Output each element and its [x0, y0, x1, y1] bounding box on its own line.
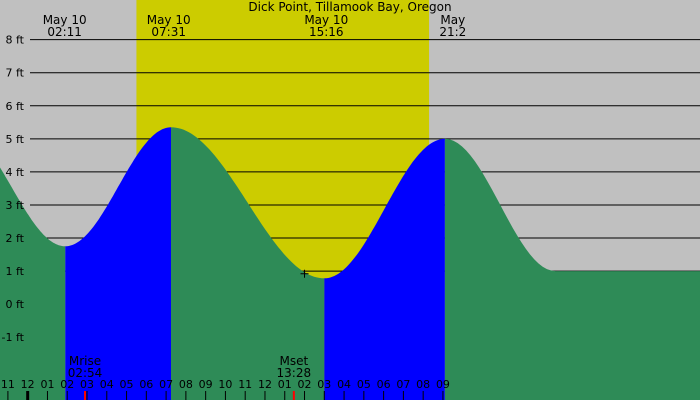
hour-label: 07 [396, 378, 410, 391]
moon-event-time: 13:28 [277, 366, 312, 380]
falling-tide-area [0, 167, 66, 400]
hour-label: 04 [100, 378, 114, 391]
y-tick-label: 2 ft [6, 232, 25, 245]
tide-event-date: May 10 [43, 13, 87, 27]
hour-label: 12 [258, 378, 272, 391]
falling-tide-area [171, 127, 325, 400]
moon-event-label: Mrise [69, 354, 101, 368]
tide-event-date: May 10 [147, 13, 191, 27]
hour-label: 06 [139, 378, 153, 391]
y-tick-label: -1 ft [2, 331, 25, 344]
hour-label: 07 [159, 378, 173, 391]
hour-label: 01 [40, 378, 54, 391]
rising-tide-area [324, 138, 445, 400]
hour-label: 08 [416, 378, 430, 391]
hour-label: 11 [1, 378, 15, 391]
tide-areas [0, 127, 700, 400]
y-tick-label: 1 ft [6, 265, 25, 278]
y-tick-label: 5 ft [6, 133, 25, 146]
hour-label: 09 [436, 378, 450, 391]
y-axis-labels: 8 ft 7 ft 6 ft 5 ft 4 ft 3 ft 2 ft 1 ft 0 ft -1 f… [2, 34, 25, 345]
tide-event-time: 21:2 [439, 25, 466, 39]
hour-label: 02 [60, 378, 74, 391]
tide-event-time: 02:11 [47, 25, 82, 39]
y-tick-label: 8 ft [6, 34, 25, 47]
y-tick-label: 0 ft [6, 298, 25, 311]
hour-label: 08 [179, 378, 193, 391]
hour-label: 03 [80, 378, 94, 391]
tide-event-time: 07:31 [151, 25, 186, 39]
rising-tide-area [65, 127, 171, 400]
hour-label: 05 [120, 378, 134, 391]
hour-label: 09 [199, 378, 213, 391]
falling-tide-area [444, 138, 700, 400]
y-tick-label: 7 ft [6, 67, 25, 80]
hour-label: 01 [278, 378, 292, 391]
tide-event-time: 15:16 [309, 25, 344, 39]
hour-label: 05 [357, 378, 371, 391]
moon-event-time: 02:54 [68, 366, 103, 380]
moon-event-label: Mset [279, 354, 308, 368]
x-axis-hours: 11 12 01 02 03 04 05 06 07 08 09 10 11 12 01 02 03 04 05 06… [1, 378, 450, 400]
chart-title: Dick Point, Tillamook Bay, Oregon [248, 0, 451, 14]
hour-label: 02 [298, 378, 312, 391]
tide-event-date: May 10 [304, 13, 348, 27]
now-marker [300, 269, 309, 278]
hour-label: 12 [21, 378, 35, 391]
hour-label: 11 [238, 378, 252, 391]
y-tick-label: 3 ft [6, 199, 25, 212]
tide-event-date: May [440, 13, 465, 27]
current-marker [300, 269, 309, 278]
y-tick-label: 6 ft [6, 100, 25, 113]
hour-label: 03 [317, 378, 331, 391]
hour-label: 10 [218, 378, 232, 391]
y-tick-label: 4 ft [6, 166, 25, 179]
hour-label: 06 [377, 378, 391, 391]
hour-label: 04 [337, 378, 351, 391]
